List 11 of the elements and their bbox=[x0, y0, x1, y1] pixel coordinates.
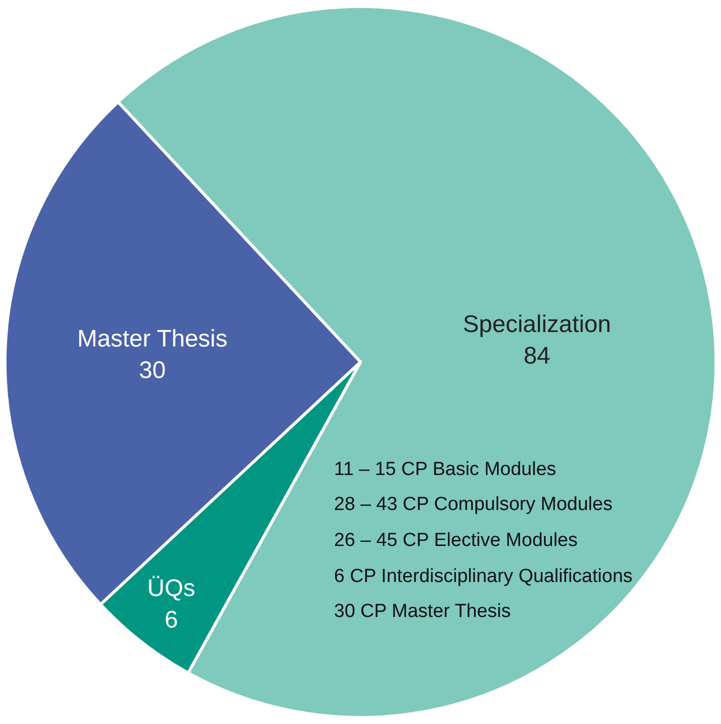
text: 26 – 45 CP Elective Modules bbox=[334, 530, 578, 551]
text: 28 – 43 CP Compulsory Modules bbox=[334, 494, 612, 515]
data-label: 6 bbox=[164, 606, 178, 634]
data-label: 30 bbox=[139, 356, 166, 384]
slice-label: Specialization bbox=[462, 311, 611, 338]
slice-label: ÜQs bbox=[147, 575, 196, 602]
text: 11 – 15 CP Basic Modules bbox=[334, 459, 556, 480]
data-label: 84 bbox=[524, 342, 550, 370]
text: 6 CP Interdisciplinary Qualifications bbox=[334, 566, 633, 587]
slice-label: Master Thesis bbox=[77, 326, 228, 353]
text: 30 CP Master Thesis bbox=[334, 601, 511, 622]
